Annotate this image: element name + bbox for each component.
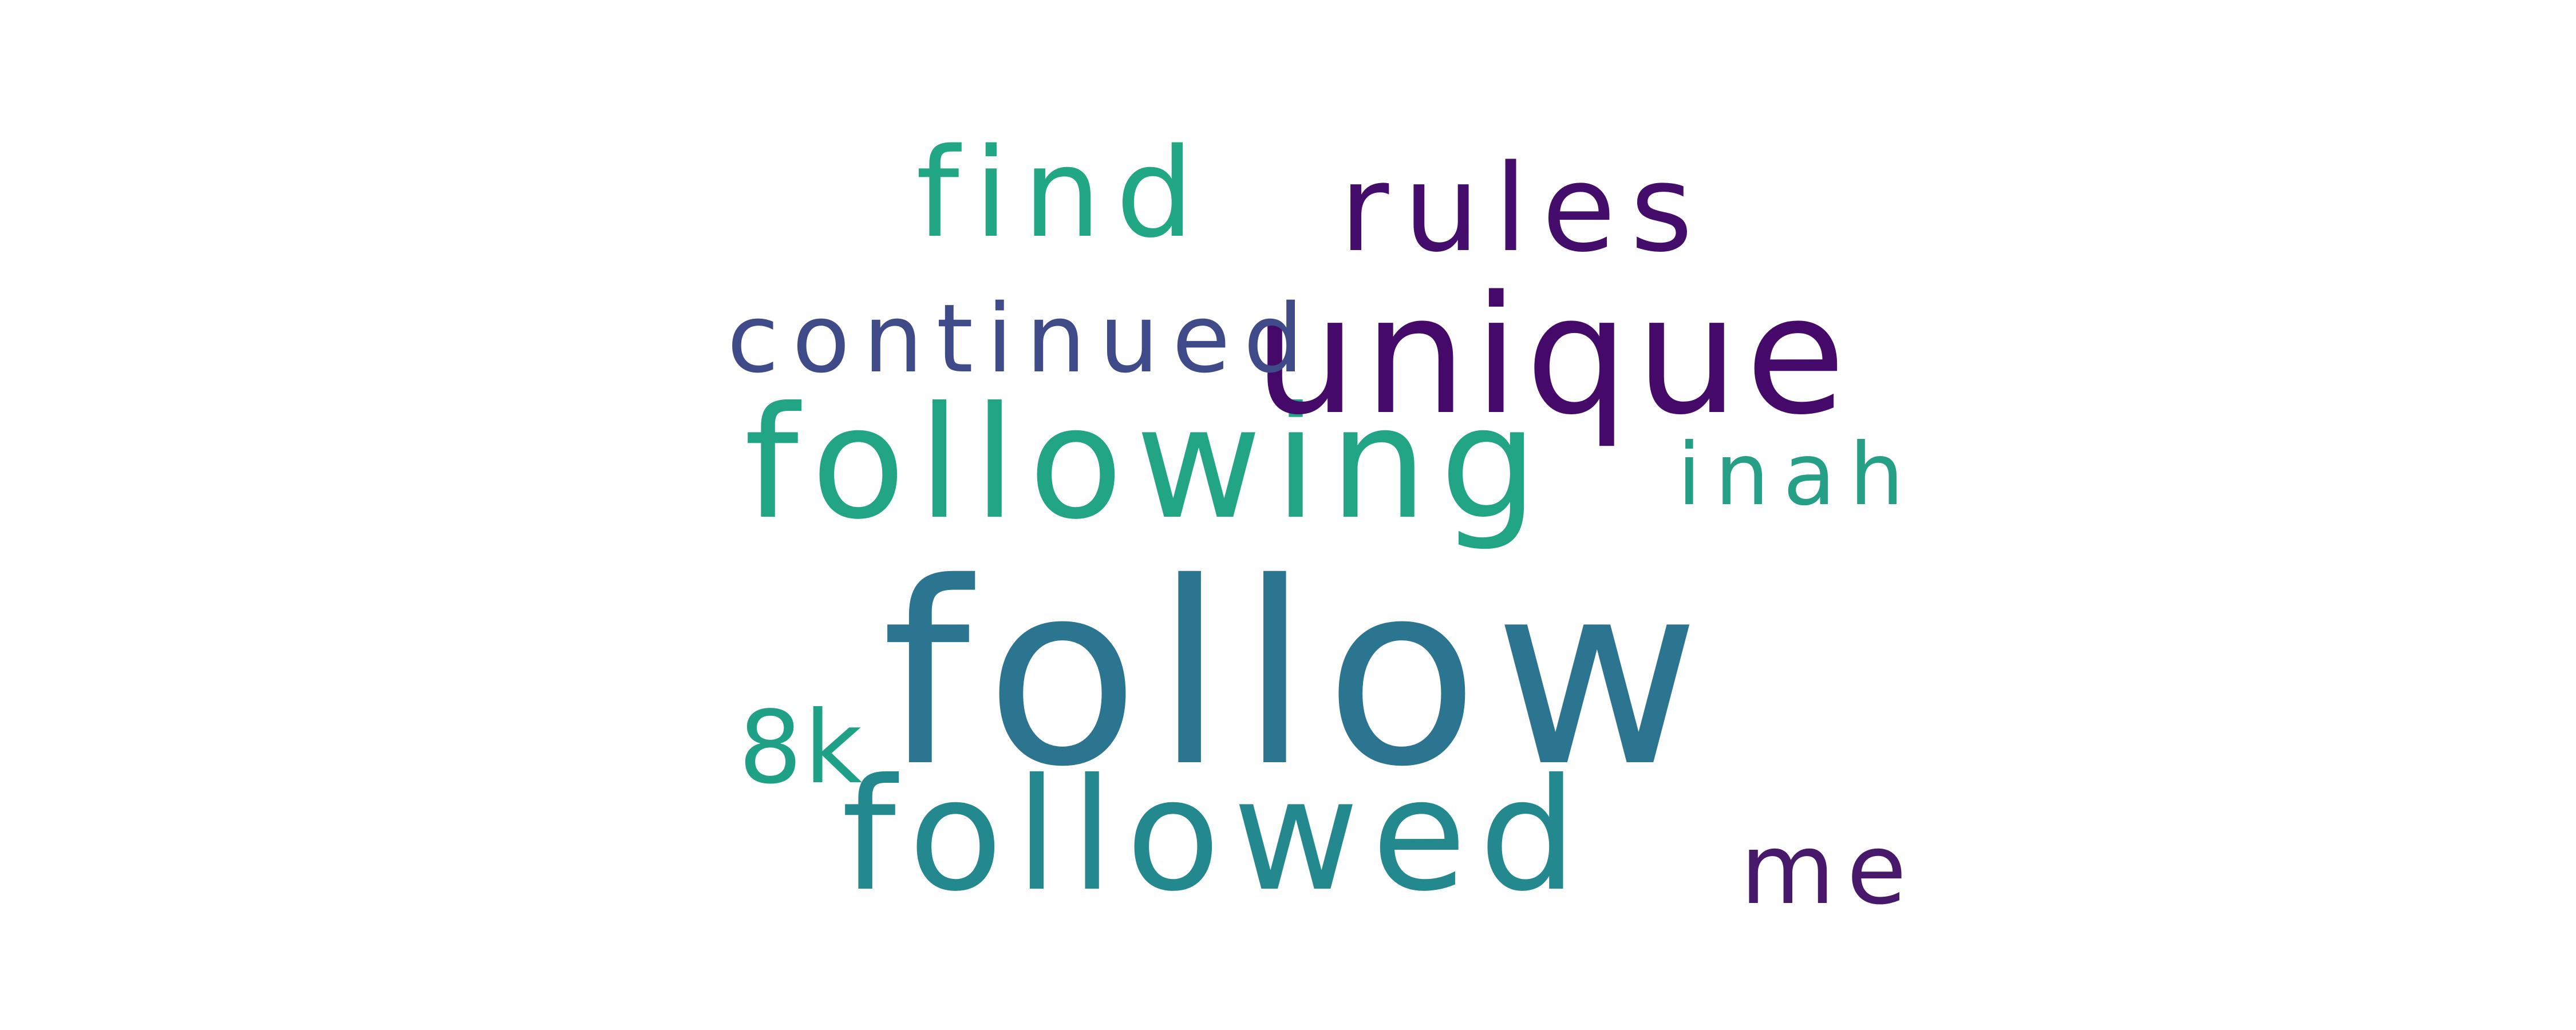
word-inah: inah: [1677, 425, 1918, 525]
word-following: following: [744, 373, 1551, 553]
word-find: find: [916, 121, 1209, 265]
word-follow: follow: [882, 529, 1716, 822]
word-me: me: [1740, 813, 1918, 926]
word-8k: 8k: [738, 690, 864, 806]
word-continued: continued: [727, 284, 1317, 394]
word-rules: rules: [1340, 138, 1708, 279]
word-followed: followed: [841, 745, 1590, 925]
word-unique: unique: [1254, 261, 1852, 451]
